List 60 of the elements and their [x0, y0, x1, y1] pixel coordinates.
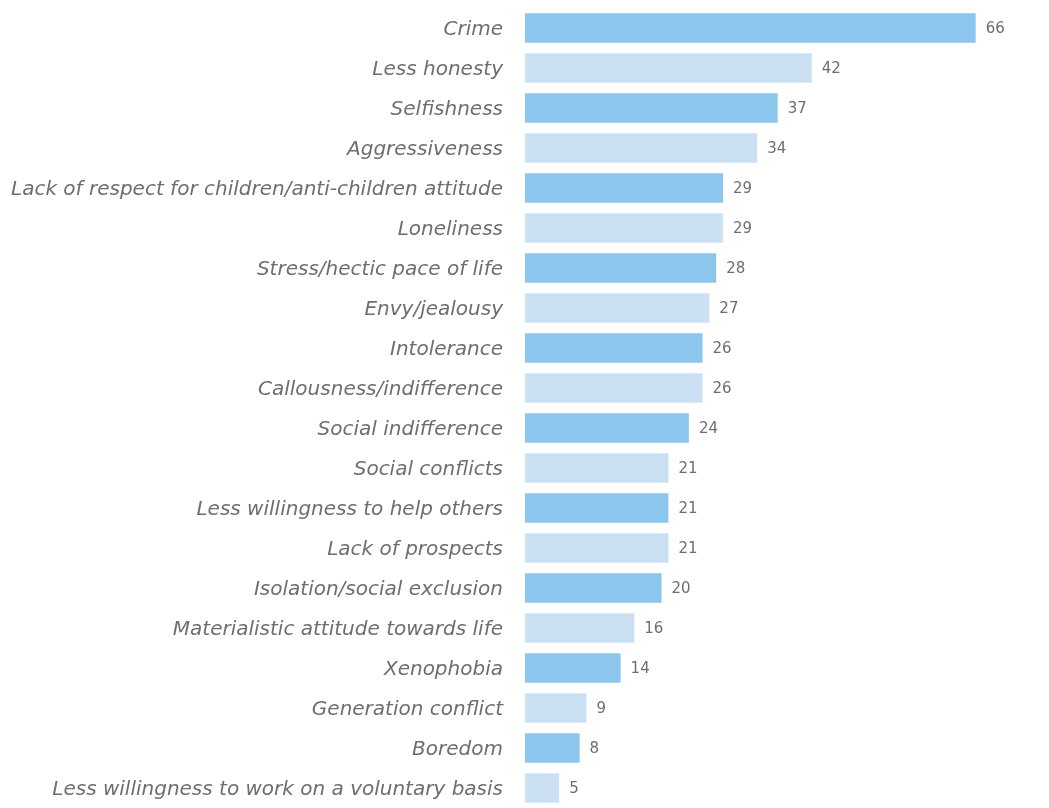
data-label: 24 [698, 419, 718, 437]
y-tick-label: Intolerance [390, 336, 503, 360]
y-tick-label: Loneliness [397, 216, 503, 240]
bar [524, 493, 669, 523]
bar [524, 693, 587, 723]
bar [524, 533, 669, 563]
data-label: 26 [712, 339, 732, 357]
bar [524, 733, 580, 763]
bar [524, 653, 621, 683]
data-label: 9 [596, 699, 606, 717]
bar [524, 53, 812, 83]
y-tick-label: Generation conflict [311, 696, 505, 720]
bar [524, 413, 689, 443]
y-tick-label: Isolation/social exclusion [253, 576, 503, 600]
data-label: 20 [671, 579, 691, 597]
y-tick-label: Social conflicts [353, 456, 503, 480]
bar [524, 573, 662, 603]
y-tick-label: Lack of respect for children/anti-children attitude [10, 176, 503, 200]
data-label: 5 [569, 779, 579, 797]
y-tick-label: Envy/jealousy [364, 296, 505, 320]
bar [524, 373, 703, 403]
data-label: 29 [733, 179, 753, 197]
data-label: 16 [644, 619, 664, 637]
y-tick-label: Less honesty [372, 56, 505, 80]
y-tick-label: Social indifference [317, 416, 503, 440]
y-tick-label: Callousness/indifference [258, 376, 503, 400]
data-label: 21 [678, 459, 698, 477]
bar [524, 173, 724, 203]
data-label: 8 [589, 739, 600, 757]
data-label: 34 [767, 139, 787, 157]
bar [524, 213, 724, 243]
data-label: 21 [678, 539, 698, 557]
y-tick-label: Less willingness to help others [196, 496, 503, 520]
bar [524, 773, 560, 803]
y-tick-label: Xenophobia [382, 656, 503, 680]
data-label: 21 [678, 499, 698, 517]
bar [524, 13, 976, 43]
bar [524, 93, 778, 123]
y-tick-label: Aggressiveness [345, 136, 503, 160]
bar [524, 133, 758, 163]
bar [524, 613, 635, 643]
data-label: 42 [821, 59, 841, 77]
y-tick-label: Boredom [412, 736, 503, 760]
data-label: 14 [630, 659, 650, 677]
data-label: 27 [719, 299, 739, 317]
y-tick-label: Lack of prospects [327, 536, 503, 560]
y-tick-label: Stress/hectic pace of life [256, 256, 503, 280]
data-label: 66 [985, 19, 1005, 37]
data-label: 26 [712, 379, 732, 397]
bar [524, 253, 717, 283]
data-label: 28 [726, 259, 746, 277]
y-tick-label: Materialistic attitude towards life [172, 616, 503, 640]
data-label: 37 [787, 99, 807, 117]
bar [524, 293, 710, 323]
y-tick-label: Less willingness to work on a voluntary basis [52, 776, 503, 800]
y-tick-label: Selfishness [390, 96, 503, 120]
y-tick-label: Crime [443, 16, 503, 40]
bar [524, 333, 703, 363]
data-label: 29 [733, 219, 753, 237]
bar [524, 453, 669, 483]
